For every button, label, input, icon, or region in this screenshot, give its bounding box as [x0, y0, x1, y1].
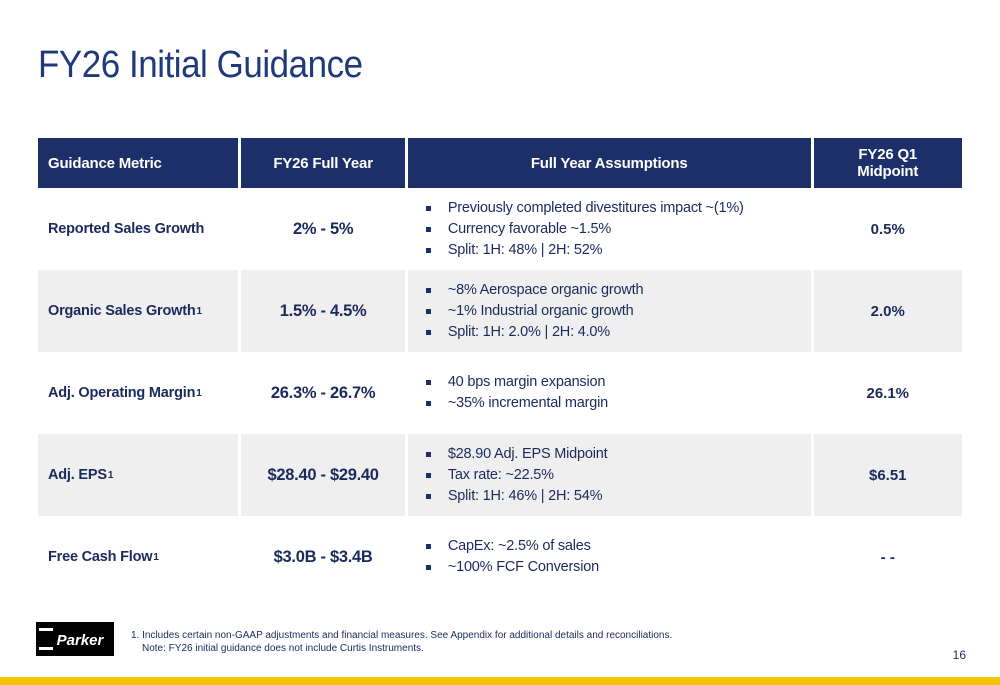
square-bullet-icon	[425, 565, 431, 570]
q1-midpoint-value: 26.1%	[813, 352, 963, 434]
square-bullet-icon	[425, 451, 431, 457]
square-bullet-icon	[425, 380, 431, 385]
assumption-text: ~1% Industrial organic growth	[447, 302, 634, 319]
list-item: CapEx: ~2.5% of sales	[425, 536, 599, 557]
footnote-line-1: 1. Includes certain non-GAAP adjustments…	[131, 630, 673, 641]
assumptions-list: ~8% Aerospace organic growth ~1% Industr…	[425, 280, 644, 343]
assumptions-cell: ~8% Aerospace organic growth ~1% Industr…	[407, 270, 811, 352]
metric-cell: Free Cash Flow 1	[38, 516, 239, 598]
assumption-text: Previously completed divestitures impact…	[447, 199, 744, 216]
assumptions-cell: CapEx: ~2.5% of sales ~100% FCF Conversi…	[407, 516, 811, 598]
list-item: 40 bps margin expansion	[425, 372, 608, 393]
list-item: $28.90 Adj. EPS Midpoint	[425, 444, 608, 465]
logo-wordmark: Parker	[57, 632, 105, 649]
header-q1-line1: FY26 Q1	[858, 146, 918, 163]
header-q1-line2: Midpoint	[857, 163, 919, 180]
table-header-row: Guidance Metric FY26 Full Year Full Year…	[38, 138, 962, 188]
page-title: FY26 Initial Guidance	[38, 44, 363, 86]
list-item: Split: 1H: 46% | 2H: 54%	[425, 486, 608, 507]
full-year-value: $28.40 - $29.40	[241, 434, 405, 516]
full-year-value: 2% - 5%	[241, 188, 405, 270]
q1-midpoint-value: $6.51	[813, 434, 963, 516]
list-item: Split: 1H: 48% | 2H: 52%	[425, 240, 744, 261]
metric-cell: Reported Sales Growth	[38, 188, 239, 270]
parker-logo: Parker	[36, 622, 114, 656]
q1-midpoint-value: - -	[813, 516, 963, 598]
square-bullet-icon	[425, 247, 431, 253]
list-item: ~35% incremental margin	[425, 393, 609, 414]
metric-label: Adj. Operating Margin	[48, 385, 196, 401]
footnote: 1. Includes certain non-GAAP adjustments…	[131, 629, 672, 655]
assumption-text: ~8% Aerospace organic growth	[447, 281, 644, 298]
header-fy26-q1-midpoint: FY26 Q1 Midpoint	[813, 138, 962, 188]
list-item: Currency favorable ~1.5%	[425, 219, 744, 240]
square-bullet-icon	[425, 205, 431, 211]
square-bullet-icon	[425, 329, 431, 335]
metric-cell: Adj. EPS 1	[38, 434, 239, 516]
table-row: Free Cash Flow 1 $3.0B - $3.4B CapEx: ~2.…	[38, 516, 963, 598]
list-item: Tax rate: ~22.5%	[425, 465, 608, 486]
assumptions-list: CapEx: ~2.5% of sales ~100% FCF Conversi…	[425, 536, 599, 578]
square-bullet-icon	[425, 287, 431, 293]
q1-midpoint-value: 2.0%	[813, 270, 963, 352]
list-item: Split: 1H: 2.0% | 2H: 4.0%	[425, 322, 644, 343]
footnote-marker: 1	[196, 387, 202, 399]
square-bullet-icon	[425, 226, 431, 232]
table-row: Reported Sales Growth 2% - 5% Previously…	[38, 188, 963, 270]
header-full-year-assumptions: Full Year Assumptions	[407, 138, 811, 188]
metric-label: Reported Sales Growth	[48, 221, 205, 237]
guidance-table: Guidance Metric FY26 Full Year Full Year…	[38, 138, 963, 598]
assumption-text: CapEx: ~2.5% of sales	[447, 538, 591, 554]
assumption-text: $28.90 Adj. EPS Midpoint	[447, 445, 608, 462]
assumptions-list: Previously completed divestitures impact…	[425, 198, 744, 261]
header-fy26-full-year: FY26 Full Year	[241, 138, 405, 188]
assumption-text: Tax rate: ~22.5%	[447, 466, 554, 483]
assumption-text: Split: 1H: 2.0% | 2H: 4.0%	[447, 323, 610, 340]
footnote-marker: 1	[107, 469, 114, 481]
table-row: Adj. Operating Margin 1 26.3% - 26.7% 40 …	[38, 352, 963, 434]
assumption-text: Split: 1H: 46% | 2H: 54%	[447, 487, 603, 504]
square-bullet-icon	[425, 472, 431, 478]
assumptions-cell: Previously completed divestitures impact…	[407, 188, 811, 270]
assumption-text: ~35% incremental margin	[447, 395, 609, 411]
footnote-line-2: Note: FY26 initial guidance does not inc…	[142, 643, 424, 654]
footnote-marker: 1	[153, 551, 159, 563]
assumptions-list: $28.90 Adj. EPS Midpoint Tax rate: ~22.5…	[425, 444, 608, 507]
list-item: ~100% FCF Conversion	[425, 557, 599, 578]
square-bullet-icon	[425, 544, 431, 549]
full-year-value: $3.0B - $3.4B	[241, 516, 405, 598]
metric-label: Organic Sales Growth	[48, 303, 196, 319]
assumption-text: 40 bps margin expansion	[447, 374, 606, 390]
assumption-text: ~100% FCF Conversion	[447, 559, 599, 575]
accent-bar	[0, 677, 1000, 685]
metric-label: Free Cash Flow	[48, 549, 153, 565]
square-bullet-icon	[425, 308, 431, 314]
assumption-text: Currency favorable ~1.5%	[447, 220, 612, 237]
assumption-text: Split: 1H: 48% | 2H: 52%	[447, 241, 603, 258]
list-item: ~8% Aerospace organic growth	[425, 280, 644, 301]
square-bullet-icon	[425, 493, 431, 499]
list-item: ~1% Industrial organic growth	[425, 301, 644, 322]
square-bullet-icon	[425, 401, 431, 406]
page-number: 16	[952, 648, 966, 662]
assumptions-cell: $28.90 Adj. EPS Midpoint Tax rate: ~22.5…	[407, 434, 811, 516]
table-row: Organic Sales Growth 1 1.5% - 4.5% ~8% Ae…	[38, 270, 963, 352]
metric-cell: Organic Sales Growth 1	[38, 270, 239, 352]
q1-midpoint-value: 0.5%	[813, 188, 963, 270]
full-year-value: 1.5% - 4.5%	[241, 270, 405, 352]
metric-label: Adj. EPS	[48, 467, 107, 483]
full-year-value: 26.3% - 26.7%	[241, 352, 405, 434]
footnote-marker: 1	[196, 305, 203, 317]
header-guidance-metric: Guidance Metric	[38, 138, 239, 188]
metric-cell: Adj. Operating Margin 1	[38, 352, 239, 434]
assumptions-cell: 40 bps margin expansion ~35% incremental…	[407, 352, 811, 434]
table-row: Adj. EPS 1 $28.40 - $29.40 $28.90 Adj. E…	[38, 434, 963, 516]
list-item: Previously completed divestitures impact…	[425, 198, 744, 219]
assumptions-list: 40 bps margin expansion ~35% incremental…	[425, 372, 609, 414]
